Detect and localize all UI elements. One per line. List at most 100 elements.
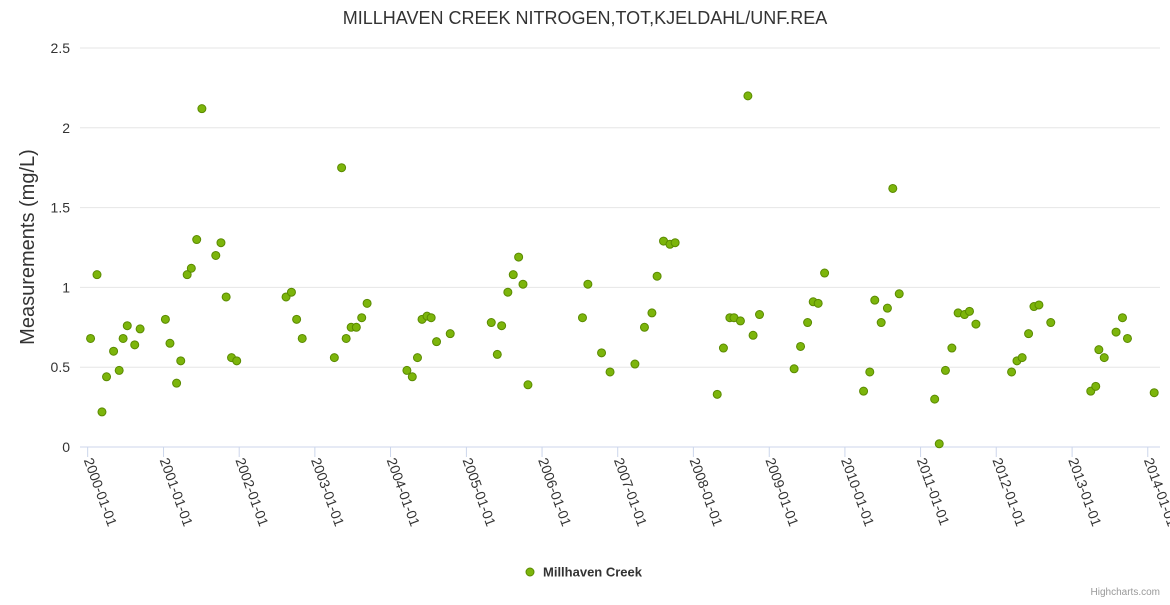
data-point[interactable] [940, 365, 950, 375]
data-point[interactable] [197, 104, 207, 114]
data-point[interactable] [514, 252, 524, 262]
data-point[interactable] [221, 292, 231, 302]
data-point[interactable] [292, 314, 302, 324]
data-point[interactable] [712, 389, 722, 399]
data-point[interactable] [426, 313, 436, 323]
data-point[interactable] [172, 378, 182, 388]
data-point[interactable] [876, 318, 886, 328]
data-point[interactable] [597, 348, 607, 358]
data-point[interactable] [718, 343, 728, 353]
series-millhaven-creek[interactable] [86, 91, 1159, 449]
data-point[interactable] [1007, 367, 1017, 377]
data-point[interactable] [118, 333, 128, 343]
data-point[interactable] [1017, 353, 1027, 363]
data-point[interactable] [1117, 313, 1127, 323]
data-point[interactable] [114, 365, 124, 375]
data-point[interactable] [605, 367, 615, 377]
legend-label[interactable]: Millhaven Creek [543, 565, 643, 580]
data-point[interactable] [357, 313, 367, 323]
data-point[interactable] [362, 298, 372, 308]
data-point[interactable] [486, 318, 496, 328]
data-point[interactable] [964, 306, 974, 316]
data-point[interactable] [337, 163, 347, 173]
data-point[interactable] [971, 319, 981, 329]
data-point[interactable] [109, 346, 119, 356]
legend[interactable]: Millhaven Creek [525, 565, 643, 580]
data-point[interactable] [407, 372, 417, 382]
y-tick-label: 1.5 [51, 200, 71, 216]
data-point[interactable] [583, 279, 593, 289]
data-point[interactable] [1094, 345, 1104, 355]
data-point[interactable] [748, 330, 758, 340]
data-point[interactable] [160, 314, 170, 324]
data-point[interactable] [947, 343, 957, 353]
data-point[interactable] [647, 308, 657, 318]
data-point[interactable] [1024, 329, 1034, 339]
data-point[interactable] [492, 349, 502, 359]
data-point[interactable] [796, 341, 806, 351]
data-point[interactable] [639, 322, 649, 332]
y-tick-label: 0.5 [51, 359, 71, 375]
data-point[interactable] [803, 318, 813, 328]
data-point[interactable] [523, 380, 533, 390]
data-point[interactable] [211, 250, 221, 260]
data-point[interactable] [577, 313, 587, 323]
data-point[interactable] [934, 439, 944, 449]
data-point[interactable] [1091, 381, 1101, 391]
data-point[interactable] [1111, 327, 1121, 337]
data-point[interactable] [1046, 318, 1056, 328]
data-point[interactable] [102, 372, 112, 382]
data-point[interactable] [86, 333, 96, 343]
data-point[interactable] [870, 295, 880, 305]
data-point[interactable] [182, 270, 192, 280]
data-point[interactable] [789, 364, 799, 374]
credits-link[interactable]: Highcharts.com [1091, 587, 1160, 598]
data-point[interactable] [192, 235, 202, 245]
data-point[interactable] [755, 310, 765, 320]
data-point[interactable] [135, 324, 145, 334]
data-point[interactable] [402, 365, 412, 375]
data-point[interactable] [1149, 388, 1159, 398]
data-point[interactable] [232, 356, 242, 366]
data-point[interactable] [97, 407, 107, 417]
data-point[interactable] [503, 287, 513, 297]
data-point[interactable] [216, 238, 226, 248]
y-tick-label: 0 [62, 439, 70, 455]
data-point[interactable] [176, 356, 186, 366]
data-point[interactable] [735, 316, 745, 326]
data-point[interactable] [432, 337, 442, 347]
data-point[interactable] [813, 298, 823, 308]
data-point[interactable] [652, 271, 662, 281]
data-point[interactable] [445, 329, 455, 339]
data-point[interactable] [630, 359, 640, 369]
data-point[interactable] [820, 268, 830, 278]
chart-title: MILLHAVEN CREEK NITROGEN,TOT,KJELDAHL/UN… [343, 8, 827, 28]
data-point[interactable] [670, 238, 680, 248]
data-point[interactable] [882, 303, 892, 313]
data-point[interactable] [894, 289, 904, 299]
data-point[interactable] [518, 279, 528, 289]
data-point[interactable] [341, 333, 351, 343]
data-point[interactable] [930, 394, 940, 404]
data-point[interactable] [122, 321, 132, 331]
y-tick-label: 2 [62, 120, 70, 136]
data-point[interactable] [1122, 333, 1132, 343]
data-point[interactable] [865, 367, 875, 377]
data-point[interactable] [286, 287, 296, 297]
data-point[interactable] [130, 340, 140, 350]
data-point[interactable] [743, 91, 753, 101]
data-point[interactable] [165, 338, 175, 348]
data-point[interactable] [1099, 353, 1109, 363]
data-point[interactable] [329, 353, 339, 363]
data-point[interactable] [859, 386, 869, 396]
data-point[interactable] [297, 333, 307, 343]
legend-marker[interactable] [525, 567, 535, 577]
data-point[interactable] [508, 270, 518, 280]
data-point[interactable] [186, 263, 196, 273]
data-point[interactable] [351, 322, 361, 332]
data-point[interactable] [412, 353, 422, 363]
data-point[interactable] [92, 270, 102, 280]
data-point[interactable] [888, 183, 898, 193]
data-point[interactable] [1034, 300, 1044, 310]
data-point[interactable] [497, 321, 507, 331]
